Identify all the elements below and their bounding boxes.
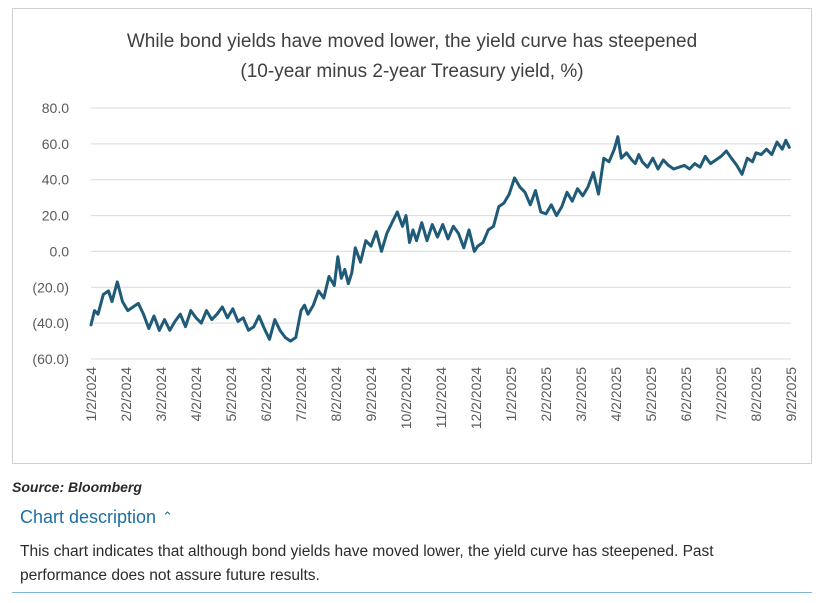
- x-tick-label: 9/2/2024: [363, 367, 379, 422]
- chart-description-toggle[interactable]: Chart description ⌃: [20, 507, 173, 528]
- line-chart: (60.0) (40.0) (20.0) 0.0 20.0 40.0 60.0 80.0 1/2…: [32, 100, 799, 429]
- x-tick-label: 2/2/2024: [118, 367, 134, 422]
- x-tick-label: 10/2/2024: [398, 367, 414, 429]
- series-line: [89, 135, 791, 343]
- source-note: Source: Bloomberg: [12, 479, 142, 495]
- x-tick-label: 7/2/2024: [293, 367, 309, 422]
- x-tick-label: 11/2/2024: [433, 367, 449, 428]
- x-tick-label: 9/2/2025: [783, 367, 799, 422]
- x-tick-label: 3/2/2024: [153, 367, 169, 422]
- x-tick-label: 6/2/2025: [678, 367, 694, 422]
- chart-title-line2: (10-year minus 2-year Treasury yield, %): [240, 61, 584, 82]
- y-tick-label: 60.0: [42, 136, 69, 152]
- y-tick-label: (20.0): [32, 279, 69, 295]
- chart-description-text: This chart indicates that although bond …: [20, 543, 714, 584]
- chart-description-label: Chart description: [20, 507, 157, 527]
- x-tick-label: 3/2/2025: [573, 367, 589, 422]
- y-tick-label: (40.0): [32, 315, 69, 331]
- x-tick-label: 5/2/2024: [223, 367, 239, 422]
- x-tick-label: 12/2/2024: [468, 367, 484, 429]
- x-tick-label: 7/2/2025: [713, 367, 729, 422]
- x-tick-label: 8/2/2025: [748, 367, 764, 422]
- x-tick-label: 4/2/2024: [188, 367, 204, 422]
- y-tick-label: 80.0: [42, 100, 69, 116]
- x-tick-label: 6/2/2024: [258, 367, 274, 422]
- y-tick-label: 0.0: [50, 243, 70, 259]
- chart-title: While bond yields have moved lower, the …: [13, 27, 811, 87]
- x-tick-label: 8/2/2024: [328, 367, 344, 422]
- x-tick-label: 2/2/2025: [538, 367, 554, 422]
- divider: [12, 592, 812, 593]
- chart-frame: While bond yields have moved lower, the …: [12, 8, 812, 464]
- y-tick-label: 40.0: [42, 172, 69, 188]
- y-tick-label: 20.0: [42, 208, 69, 224]
- x-tick-label: 1/2/2025: [503, 367, 519, 422]
- chart-title-line1: While bond yields have moved lower, the …: [126, 31, 698, 52]
- chevron-up-icon: ⌃: [162, 509, 173, 524]
- x-tick-label: 4/2/2025: [608, 367, 624, 422]
- x-tick-label: 1/2/2024: [83, 367, 99, 422]
- x-tick-label: 5/2/2025: [643, 367, 659, 422]
- y-tick-label: (60.0): [32, 351, 69, 367]
